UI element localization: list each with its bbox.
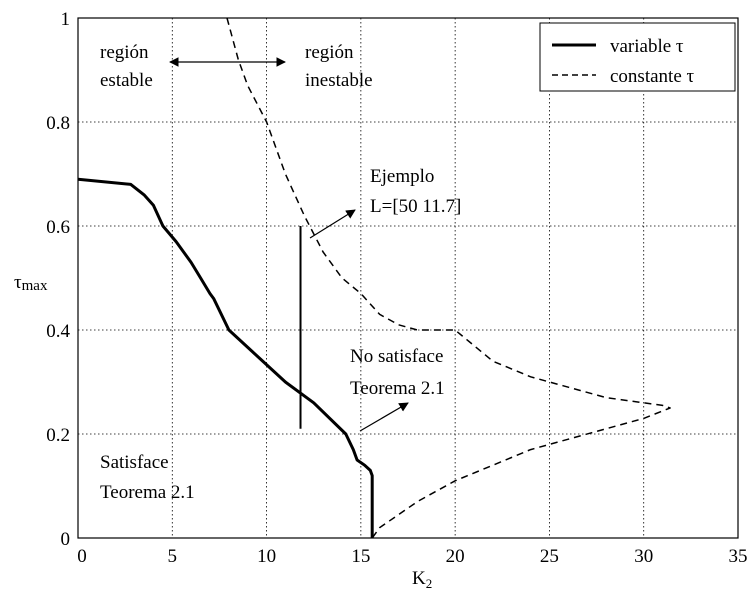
annotation-region-unstable: región inestable: [305, 42, 373, 91]
tick-labels: 0 5 10 15 20 25 30 35 0 0.2 0.4 0.6 0.8 1: [46, 9, 747, 567]
annotation-not-satisfies: No satisface Teorema 2.1: [350, 346, 448, 399]
x-tick-label: 10: [257, 546, 276, 567]
y-tick-label: 0.2: [46, 425, 70, 446]
annotation-example: Ejemplo L=[50 11.7]: [370, 166, 461, 217]
y-tick-label: 0: [61, 529, 71, 550]
example-arrow: [309, 209, 356, 239]
series-layer: [77, 17, 671, 539]
x-tick-label: 0: [77, 546, 87, 567]
annotation-satisfies: Satisface Teorema 2.1: [100, 452, 195, 503]
legend-label-variable: variable τ: [610, 36, 684, 57]
x-tick-label: 30: [634, 546, 653, 567]
legend: variable τ constante τ: [539, 22, 736, 92]
y-tick-label: 0.4: [46, 321, 70, 342]
x-axis-label: K2: [412, 568, 432, 591]
x-tick-label: 5: [168, 546, 178, 567]
y-tick-label: 1: [61, 9, 71, 30]
x-tick-label: 25: [540, 546, 559, 567]
annotation-region-stable: región estable: [100, 42, 153, 91]
y-axis-label: τmax: [14, 272, 48, 294]
series-line-variable: [77, 177, 374, 538]
y-tick-label: 0.6: [46, 217, 70, 238]
x-tick-label: 35: [729, 546, 748, 567]
y-tick-label: 0.8: [46, 113, 70, 134]
x-tick-label: 20: [446, 546, 465, 567]
not-satisfies-arrow: [359, 402, 409, 432]
x-tick-label: 15: [351, 546, 370, 567]
series-line-constante: [226, 17, 671, 539]
grid: [78, 18, 738, 538]
legend-label-constante: constante τ: [610, 66, 695, 87]
plot-area-frame: [77, 17, 739, 539]
